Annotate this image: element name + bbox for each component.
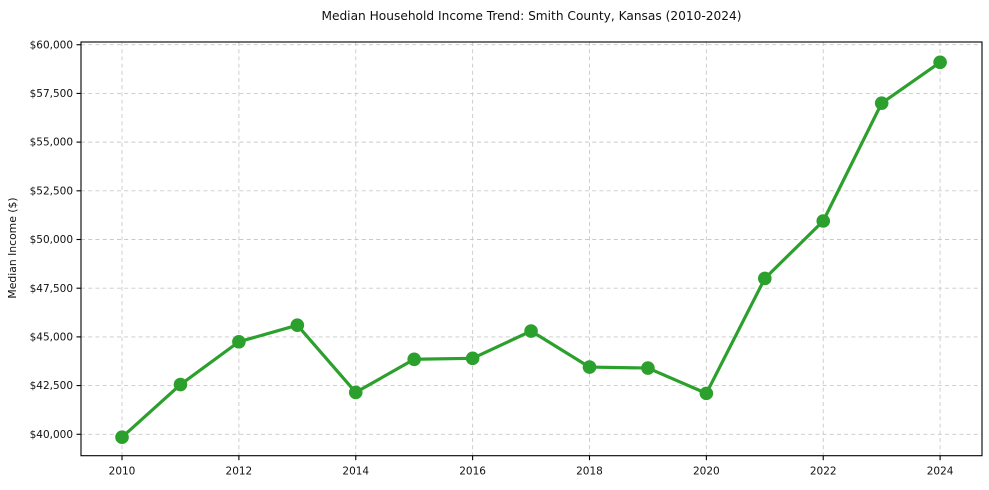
data-point-2020 (699, 386, 714, 401)
data-point-2013 (290, 318, 305, 333)
x-tick-label: 2012 (226, 466, 253, 478)
data-point-2024 (933, 55, 947, 70)
data-point-2012 (232, 334, 246, 349)
y-tick-label: $60,000 (30, 39, 73, 51)
data-point-2022 (816, 214, 831, 228)
x-tick-label: 2014 (342, 466, 369, 478)
x-tick-label: 2020 (693, 466, 720, 478)
data-point-2015 (407, 352, 421, 367)
data-point-2021 (757, 271, 772, 286)
y-tick-label: $50,000 (30, 234, 73, 246)
y-tick-label: $57,500 (30, 88, 73, 100)
data-point-2017 (524, 324, 538, 338)
income-line-series (120, 60, 942, 439)
data-point-2023 (874, 96, 889, 110)
data-point-2019 (641, 361, 655, 375)
x-tick-label: 2024 (927, 466, 954, 478)
x-tick-label: 2022 (810, 466, 837, 478)
y-tick-label: $52,500 (30, 185, 73, 197)
y-tick-label: $45,000 (30, 331, 73, 343)
y-tick-label: $42,500 (30, 380, 73, 392)
data-point-2016 (465, 351, 480, 366)
data-point-2011 (173, 377, 188, 392)
y-tick-label: $55,000 (30, 137, 73, 149)
y-tick-label: $40,000 (30, 429, 73, 441)
data-point-2018 (582, 360, 597, 374)
x-tick-label: 2016 (459, 466, 486, 478)
plot-border (80, 41, 983, 457)
x-tick-label: 2010 (109, 466, 136, 478)
data-point-2014 (348, 385, 363, 400)
chart-title: Median Household Income Trend: Smith Cou… (321, 9, 742, 23)
data-point-2010 (115, 430, 129, 444)
y-tick-label: $47,500 (30, 283, 73, 295)
x-tick-label: 2018 (576, 466, 603, 478)
